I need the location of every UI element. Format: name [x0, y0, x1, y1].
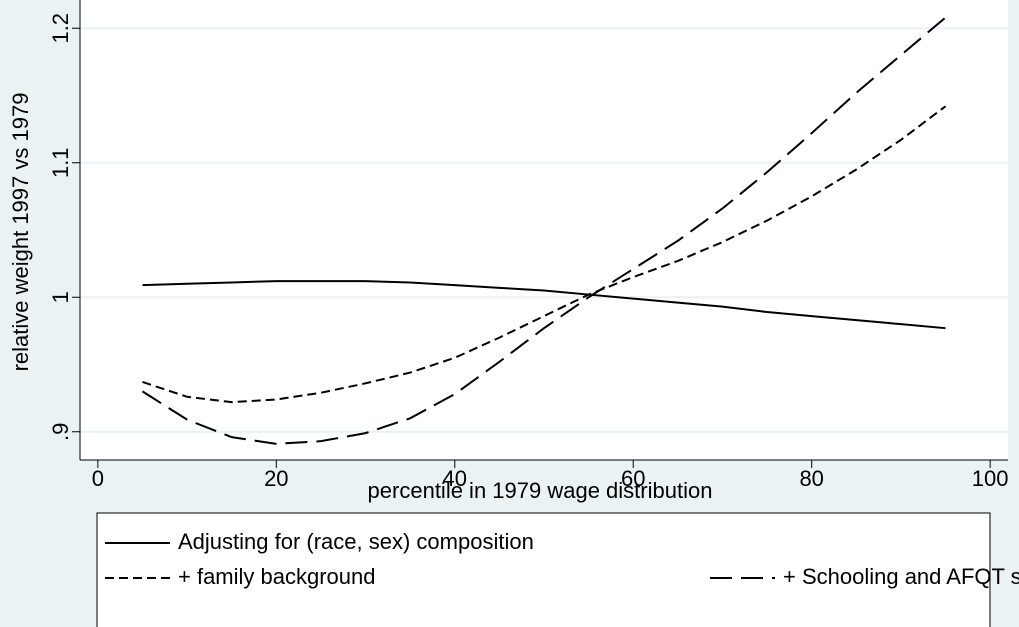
x-tick-label: 100: [972, 466, 1009, 491]
y-tick-label: 1.1: [48, 147, 73, 178]
series-line: [141, 16, 947, 445]
legend-box: [96, 512, 991, 627]
legend-label: + family background: [178, 564, 376, 589]
x-axis-label: percentile in 1979 wage distribution: [368, 478, 713, 503]
plot-area: [80, 0, 1008, 460]
x-tick-label: 20: [264, 466, 288, 491]
x-tick-label: 80: [799, 466, 823, 491]
y-tick-label: 1.2: [48, 13, 73, 44]
legend-label: + Schooling and AFQT score: [783, 564, 1019, 589]
series-line: [142, 280, 946, 330]
y-tick-label: 1: [48, 291, 73, 303]
x-tick-label: 60: [621, 466, 645, 491]
legend-label: Adjusting for (race, sex) composition: [178, 529, 534, 554]
x-tick-label: 0: [92, 466, 104, 491]
y-axis-label: relative weight 1997 vs 1979: [8, 93, 33, 372]
y-tick-label: .9: [48, 423, 73, 441]
x-tick-label: 40: [443, 466, 467, 491]
